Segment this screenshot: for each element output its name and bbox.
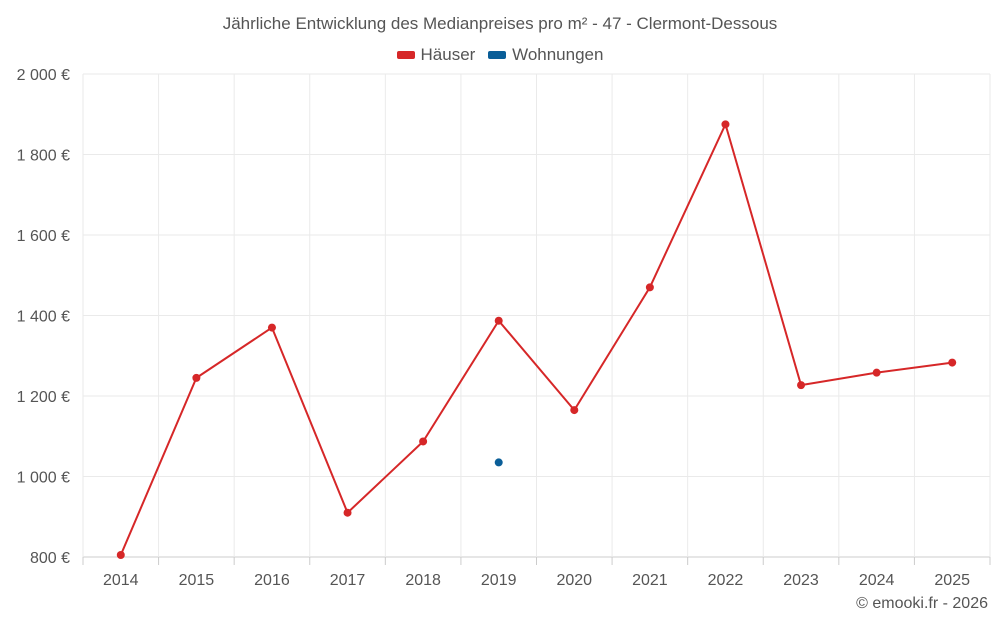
credit-text: © emooki.fr - 2026 bbox=[856, 595, 988, 612]
data-point-haeuser[interactable] bbox=[116, 550, 125, 559]
data-point-haeuser[interactable] bbox=[948, 358, 957, 367]
x-tick-label: 2019 bbox=[481, 572, 517, 589]
data-point-haeuser[interactable] bbox=[343, 508, 352, 517]
y-tick-label: 1 800 € bbox=[17, 148, 70, 165]
legend-swatch-wohnungen bbox=[488, 51, 507, 59]
legend-label-wohnungen: Wohnungen bbox=[512, 45, 604, 64]
data-point-haeuser[interactable] bbox=[267, 323, 276, 332]
legend-item-wohnungen[interactable]: Wohnungen bbox=[488, 45, 603, 65]
data-point-haeuser[interactable] bbox=[872, 368, 881, 377]
x-tick-label: 2024 bbox=[859, 572, 895, 589]
data-point-haeuser[interactable] bbox=[645, 283, 654, 292]
y-tick-label: 1 200 € bbox=[17, 389, 70, 406]
y-tick-label: 2 000 € bbox=[17, 67, 70, 84]
y-tick-label: 1 600 € bbox=[17, 228, 70, 245]
data-point-haeuser[interactable] bbox=[419, 437, 428, 446]
data-point-haeuser[interactable] bbox=[192, 373, 201, 382]
data-point-haeuser[interactable] bbox=[797, 381, 806, 390]
y-tick-label: 800 € bbox=[30, 550, 70, 567]
x-axis: 2014 2015 2016 2017 2018 2019 2020 2021 2022 2023… bbox=[82, 557, 991, 589]
x-tick-label: 2015 bbox=[179, 572, 215, 589]
y-axis: 800 € 1 000 € 1 200 € 1 400 € 1 600 € 1 800 €… bbox=[17, 67, 70, 567]
legend-label-haeuser: Häuser bbox=[420, 45, 476, 64]
legend-item-haeuser[interactable]: Häuser bbox=[396, 45, 476, 65]
series-line-haeuser bbox=[119, 123, 953, 556]
chart-title: Jährliche Entwicklung des Medianpreises … bbox=[222, 14, 778, 33]
x-tick-label: 2018 bbox=[405, 572, 441, 589]
x-tick-label: 2017 bbox=[330, 572, 366, 589]
legend-swatch-haeuser bbox=[396, 51, 415, 59]
series-layer bbox=[116, 120, 957, 559]
data-point-wohnungen[interactable] bbox=[494, 458, 503, 467]
x-tick-label: 2020 bbox=[556, 572, 592, 589]
y-tick-label: 1 400 € bbox=[17, 309, 70, 326]
x-tick-label: 2025 bbox=[934, 572, 970, 589]
x-tick-label: 2023 bbox=[783, 572, 819, 589]
legend: Häuser Wohnungen bbox=[0, 44, 1000, 65]
data-point-haeuser[interactable] bbox=[721, 120, 730, 129]
x-tick-label: 2022 bbox=[708, 572, 744, 589]
grid bbox=[82, 73, 991, 558]
data-point-haeuser[interactable] bbox=[570, 406, 579, 415]
y-tick-label: 1 000 € bbox=[17, 470, 70, 487]
data-point-haeuser[interactable] bbox=[494, 316, 503, 325]
x-tick-label: 2021 bbox=[632, 572, 668, 589]
x-tick-label: 2014 bbox=[103, 572, 139, 589]
x-tick-label: 2016 bbox=[254, 572, 290, 589]
